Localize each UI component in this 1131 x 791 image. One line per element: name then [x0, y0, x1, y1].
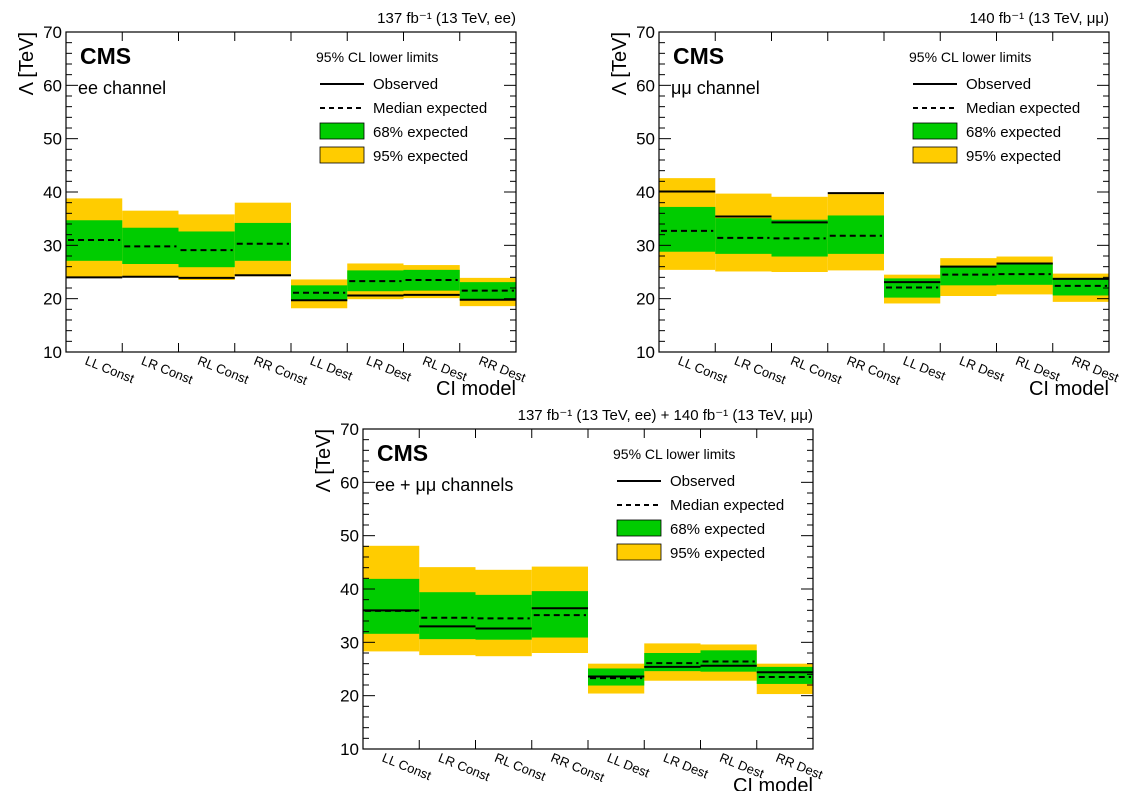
- band-68-3: [827, 215, 884, 254]
- panel-3: 10 20 30 40 50 60 70 LL Const LR Const RL Const RR…: [313, 407, 825, 791]
- band-68-7: [1052, 277, 1109, 296]
- x-tick-label: LR Const: [139, 353, 195, 387]
- x-tick-label: RR Const: [549, 750, 607, 785]
- legend-expected-label: Median expected: [373, 100, 487, 117]
- x-tick-label: LR Dest: [364, 353, 414, 385]
- band-68-5: [644, 653, 701, 672]
- y-tick-label: 30: [636, 236, 655, 255]
- x-tick-label: RL Const: [789, 353, 845, 387]
- legend-observed-label: Observed: [373, 76, 438, 93]
- legend-title: 95% CL lower limits: [613, 446, 735, 462]
- legend-title: 95% CL lower limits: [909, 49, 1031, 65]
- x-tick-label: RR Const: [252, 353, 310, 388]
- y-tick-label: 20: [340, 687, 359, 706]
- band-68-4: [884, 278, 941, 298]
- channel-label: ee channel: [78, 78, 166, 98]
- y-tick-label: 10: [43, 343, 62, 362]
- band-68-7: [459, 282, 516, 300]
- band-68-4: [291, 285, 348, 301]
- legend-95-swatch: [616, 543, 662, 561]
- x-tick-label: LR Dest: [957, 353, 1007, 385]
- legend-95-label: 95% expected: [670, 545, 765, 562]
- legend-95-label: 95% expected: [966, 148, 1061, 165]
- cms-label: CMS: [673, 43, 724, 69]
- y-tick-label: 70: [636, 23, 655, 42]
- y-tick-label: 60: [340, 473, 359, 492]
- x-tick-label: LL Dest: [605, 750, 652, 781]
- y-tick-label: 20: [636, 290, 655, 309]
- channel-label: μμ channel: [671, 78, 760, 98]
- y-tick-label: 10: [340, 740, 359, 759]
- band-68-5: [347, 270, 404, 292]
- legend-expected-label: Median expected: [670, 497, 784, 514]
- panel-1: 10 20 30 40 50 60 70 LL Const LR Const RL Const RR…: [16, 10, 528, 400]
- y-tick-label: 30: [340, 633, 359, 652]
- legend-title: 95% CL lower limits: [316, 49, 438, 65]
- y-tick-label: 20: [43, 290, 62, 309]
- band-68-6: [996, 262, 1053, 285]
- y-axis-title: Λ [TeV]: [313, 429, 335, 492]
- cms-label: CMS: [80, 43, 131, 69]
- legend-68-label: 68% expected: [373, 124, 468, 141]
- y-tick-label: 10: [636, 343, 655, 362]
- band-68-2: [475, 594, 532, 640]
- x-tick-label: RL Const: [493, 750, 549, 784]
- band-68-6: [403, 269, 460, 291]
- legend-95-swatch: [912, 146, 958, 164]
- x-tick-label: RR Const: [845, 353, 903, 388]
- x-tick-label: LR Dest: [661, 750, 711, 782]
- cms-label: CMS: [377, 440, 428, 466]
- legend-expected-label: Median expected: [966, 100, 1080, 117]
- x-tick-label: LR Const: [436, 750, 492, 784]
- x-tick-label: LL Const: [380, 750, 434, 783]
- x-tick-label: RL Const: [196, 353, 252, 387]
- y-tick-label: 70: [43, 23, 62, 42]
- lumi-label: 137 fb⁻¹ (13 TeV, ee): [377, 10, 516, 27]
- y-tick-label: 40: [43, 183, 62, 202]
- x-axis-title: CI model: [1029, 378, 1109, 400]
- legend-observed-label: Observed: [966, 76, 1031, 93]
- channel-label: ee + μμ channels: [375, 475, 513, 495]
- band-68-7: [756, 666, 813, 684]
- legend-68-swatch: [319, 122, 365, 140]
- y-tick-label: 60: [43, 76, 62, 95]
- x-axis-title: CI model: [733, 775, 813, 791]
- lumi-label: 137 fb⁻¹ (13 TeV, ee) + 140 fb⁻¹ (13 TeV…: [518, 407, 813, 424]
- legend-95-label: 95% expected: [373, 148, 468, 165]
- x-tick-label: LL Const: [83, 353, 137, 386]
- band-68-0: [659, 206, 716, 252]
- y-tick-label: 40: [636, 183, 655, 202]
- band-68-0: [363, 578, 420, 634]
- y-tick-label: 70: [340, 420, 359, 439]
- y-tick-label: 50: [43, 130, 62, 149]
- band-68-1: [715, 218, 772, 254]
- y-tick-label: 40: [340, 580, 359, 599]
- x-axis-title: CI model: [436, 378, 516, 400]
- y-tick-label: 50: [340, 527, 359, 546]
- y-tick-label: 50: [636, 130, 655, 149]
- legend-observed-label: Observed: [670, 473, 735, 490]
- legend-95-swatch: [319, 146, 365, 164]
- y-tick-label: 60: [636, 76, 655, 95]
- band-68-3: [234, 222, 291, 261]
- legend-68-swatch: [616, 519, 662, 537]
- x-tick-label: LR Const: [732, 353, 788, 387]
- band-68-5: [940, 265, 997, 286]
- x-tick-label: LL Const: [676, 353, 730, 386]
- legend-68-swatch: [912, 122, 958, 140]
- lumi-label: 140 fb⁻¹ (13 TeV, μμ): [970, 10, 1109, 27]
- y-axis-title: Λ [TeV]: [609, 32, 631, 95]
- legend-68-label: 68% expected: [670, 521, 765, 538]
- y-tick-label: 30: [43, 236, 62, 255]
- band-68-1: [419, 592, 476, 640]
- x-tick-label: LL Dest: [308, 353, 355, 384]
- x-tick-label: LL Dest: [901, 353, 948, 384]
- y-axis-title: Λ [TeV]: [16, 32, 38, 95]
- panel-2: 10 20 30 40 50 60 70 LL Const LR Const RL Const RR…: [609, 10, 1121, 400]
- legend-68-label: 68% expected: [966, 124, 1061, 141]
